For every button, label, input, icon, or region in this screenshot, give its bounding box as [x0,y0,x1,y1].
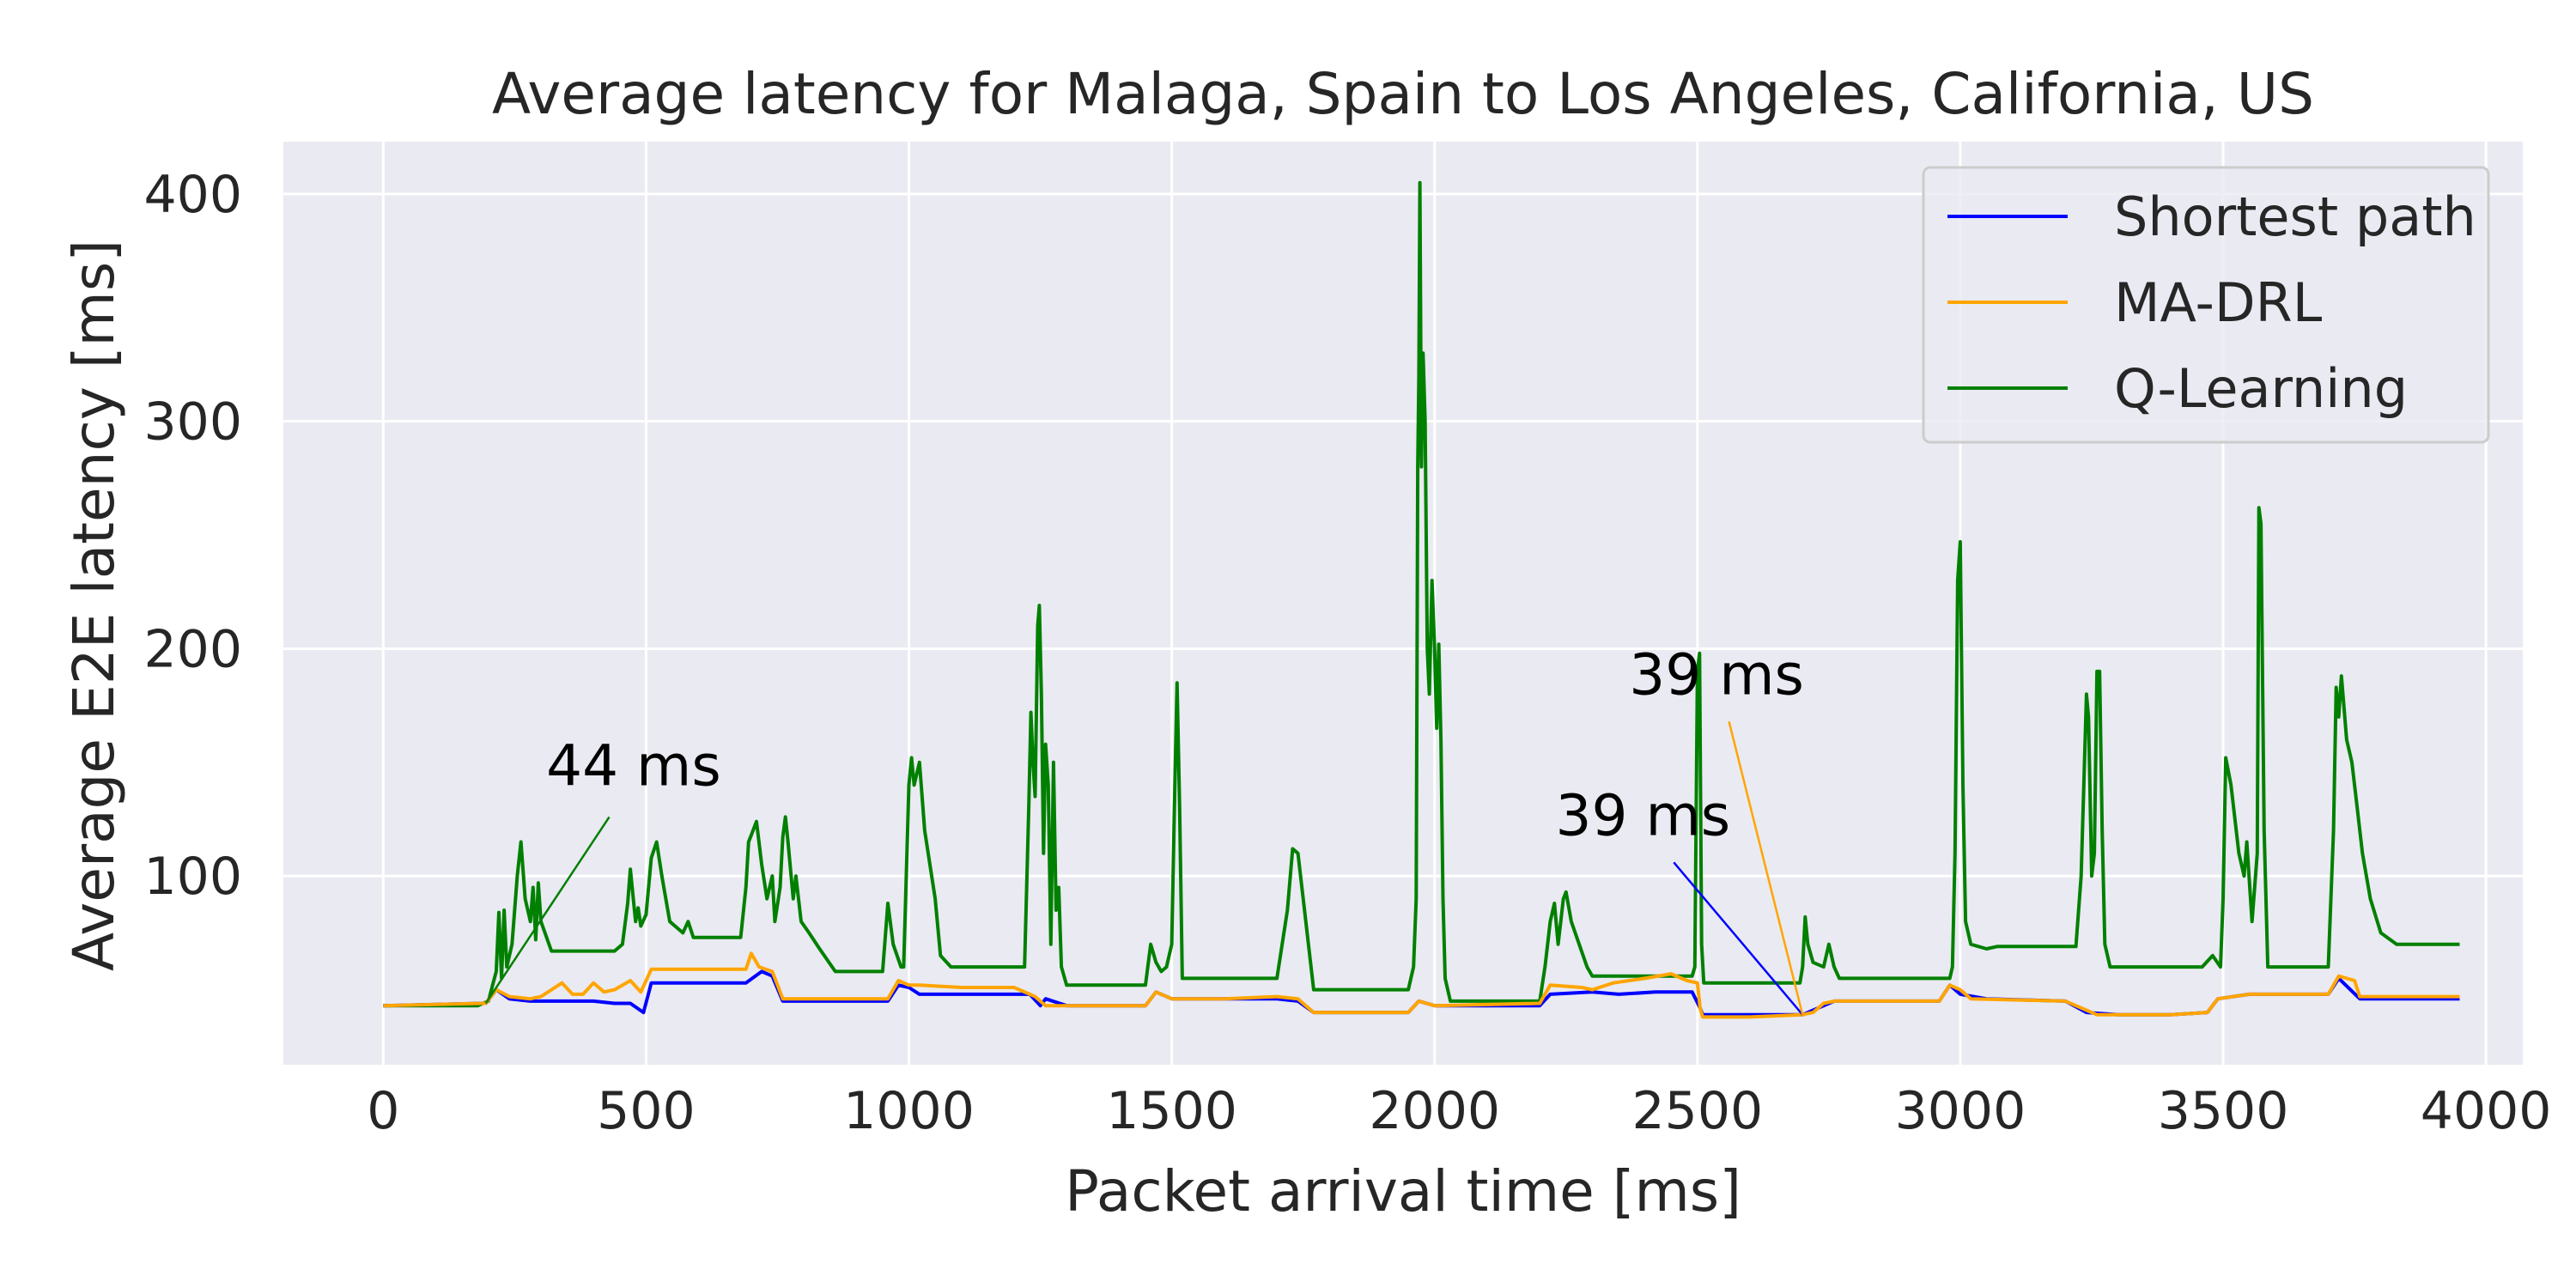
y-tick-label: 100 [143,847,242,907]
legend-frame [1922,166,2490,444]
x-tick-label: 1500 [1106,1081,1237,1141]
x-tick-label: 3000 [1895,1081,2026,1141]
x-tick-label: 3500 [2158,1081,2289,1141]
annotation-arrow [484,816,611,1005]
annotation-arrow [1673,861,1804,1016]
legend-label: MA-DRL [2114,271,2323,334]
y-tick-label: 200 [143,619,242,679]
x-tick-label: 2500 [1631,1081,1763,1141]
x-tick-label: 4000 [2421,1081,2552,1141]
y-axis-ticks: 100 200 300 400 [143,165,242,907]
x-tick-label: 0 [367,1081,399,1141]
x-tick-label: 500 [597,1081,696,1141]
legend-label: Shortest path [2114,185,2476,248]
series-line-ma-drl [383,951,2460,1019]
series-layer [383,180,2460,1019]
annotation-layer: 44 ms 39 ms 39 ms [484,641,1804,1016]
x-tick-label: 1000 [843,1081,975,1141]
annotation-label: 39 ms [1556,783,1731,849]
chart-title: Average latency for Malaga, Spain to Los… [492,61,2314,127]
series-line-q-learning [383,180,2460,1008]
annotation-label: 44 ms [546,732,721,799]
x-axis-ticks: 0 500 1000 1500 2000 2500 3000 3500 4000 [367,1081,2551,1141]
annotation-arrow [1728,720,1804,1016]
y-axis-label: Average E2E latency [ms] [61,240,127,971]
y-tick-label: 400 [143,165,242,225]
y-tick-label: 300 [143,392,242,453]
x-axis-label: Packet arrival time [ms] [1065,1158,1741,1224]
legend: Shortest path MA-DRL Q-Learning [1922,166,2490,444]
annotation-label: 39 ms [1629,641,1804,708]
legend-label: Q-Learning [2114,357,2408,420]
x-tick-label: 2000 [1369,1081,1500,1141]
